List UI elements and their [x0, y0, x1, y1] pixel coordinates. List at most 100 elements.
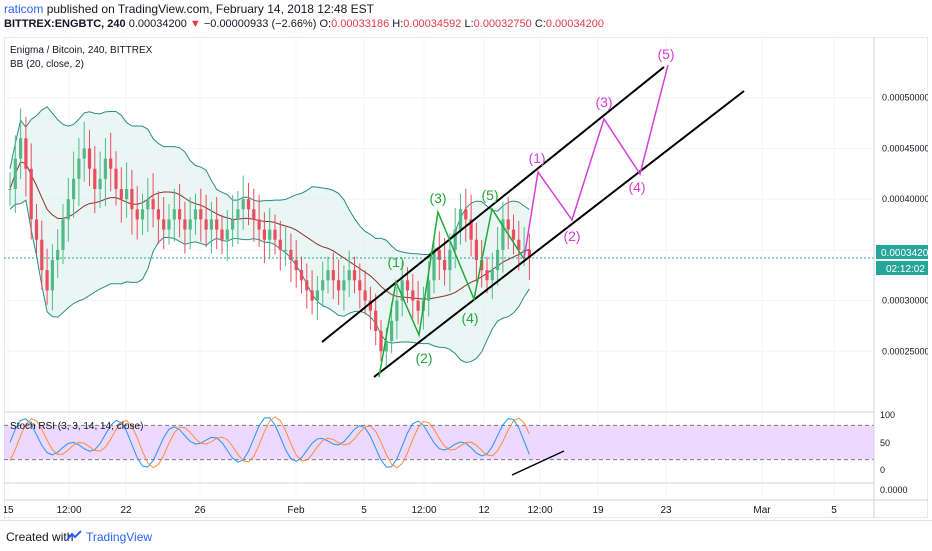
candle-body — [183, 219, 187, 230]
close-value: 0.00034200 — [545, 18, 604, 30]
price-tick: 0.00045000 — [882, 143, 928, 153]
candle-body — [66, 199, 70, 220]
green-wave-label: (2) — [415, 350, 432, 366]
candle-body — [305, 280, 309, 291]
candle-body — [257, 219, 261, 230]
candle-body — [405, 280, 410, 291]
candle-body — [119, 189, 123, 200]
green-wave-label: (4) — [461, 310, 478, 326]
candle-body — [427, 280, 431, 301]
candle-body — [294, 260, 298, 271]
open-value: 0.00033186 — [331, 18, 390, 30]
candle-body — [24, 138, 28, 169]
symbol-label: BITTREX:ENGBTC, 240 — [4, 18, 126, 30]
candle-body — [109, 158, 113, 169]
candle-body — [443, 260, 447, 271]
candle-body — [490, 270, 494, 281]
candle-body — [225, 229, 229, 240]
candle-body — [352, 270, 357, 281]
candle-body — [29, 168, 33, 220]
current-price-tag-text: 0.00034200 — [881, 248, 928, 259]
candle-body — [125, 189, 129, 200]
magenta-wave-label: (4) — [628, 179, 645, 195]
magenta-wave-label: (1) — [528, 150, 545, 166]
candle-body — [358, 280, 362, 291]
candle-body — [437, 249, 441, 260]
candle-body — [363, 290, 367, 301]
candle-body — [458, 209, 463, 230]
publish-info: published on TradingView.com, February 1… — [46, 2, 375, 16]
candle-body — [246, 199, 251, 210]
candle-body — [56, 249, 60, 260]
candle-body — [13, 158, 17, 189]
candle-body — [432, 249, 436, 281]
candle-body — [337, 280, 341, 291]
candle-body — [496, 249, 500, 271]
candle-body — [130, 189, 134, 210]
candle-body — [252, 209, 256, 220]
chart-svg[interactable]: (1) (2) (3) (4) (5) (1) (2) (3) (4) (5) 0.0002500… — [2, 36, 932, 519]
candle-body — [19, 138, 23, 159]
candle-body — [82, 148, 86, 159]
candle-body — [374, 310, 378, 331]
last-price: 0.00034200 — [128, 18, 187, 30]
channel-upper-line — [321, 66, 665, 343]
candle-body — [453, 229, 457, 250]
candle-body — [480, 260, 484, 271]
magenta-wave-path — [523, 64, 669, 260]
candle-body — [379, 331, 383, 352]
candle-body — [289, 249, 293, 260]
candle-body — [236, 209, 240, 220]
low-value: 0.00032750 — [473, 18, 532, 30]
time-tick: 19 — [592, 505, 604, 516]
time-tick: 5 — [361, 505, 367, 516]
tradingview-brand[interactable]: TradingView — [86, 530, 153, 544]
candle-body — [140, 209, 145, 220]
candle-body — [511, 229, 516, 240]
candle-body — [416, 300, 420, 311]
candle-body — [517, 239, 521, 250]
magenta-wave-label: (2) — [563, 228, 580, 244]
time-tick: Mar — [753, 505, 771, 516]
candle-body — [347, 270, 351, 281]
candle-body — [45, 270, 49, 291]
candle-body — [50, 260, 54, 291]
candle-body — [77, 158, 81, 179]
current-price-tag — [876, 245, 928, 259]
candle-body — [162, 219, 166, 230]
stoch-tick-0: 0 — [880, 465, 885, 475]
time-tick: 12:00 — [411, 505, 436, 516]
candle-body — [315, 290, 319, 301]
stoch-d-line — [9, 416, 530, 469]
candle-body — [199, 209, 203, 220]
candle-body — [231, 219, 235, 230]
time-tick: 23 — [660, 505, 672, 516]
price-tick: 0.00030000 — [882, 296, 928, 306]
candle-body — [299, 270, 304, 281]
time-tick: 5 — [831, 505, 837, 516]
stoch-legend: Stoch RSI (3, 3, 14, 14, close) — [10, 421, 143, 432]
candle-body — [34, 219, 39, 240]
candle-body — [87, 148, 92, 169]
time-tick: 22 — [120, 505, 132, 516]
stoch-tick-50: 50 — [880, 438, 890, 448]
candle-body — [395, 300, 399, 321]
candle-body — [114, 168, 118, 189]
candle-body — [178, 209, 182, 220]
candle-body — [326, 270, 330, 281]
candle-body — [241, 199, 245, 210]
chart-frame[interactable]: (1) (2) (3) (4) (5) (1) (2) (3) (4) (5) 0.0002500… — [2, 36, 932, 519]
time-tick: Feb — [287, 505, 305, 516]
candle-body — [448, 249, 452, 271]
candle-body — [411, 290, 415, 301]
publisher-user[interactable]: raticom — [4, 2, 44, 16]
price-tick: 0.00050000 — [882, 93, 928, 103]
ohlc-line: BITTREX:ENGBTC, 240 0.00034200 ▼ −0.0000… — [4, 18, 604, 30]
candle-body — [384, 341, 388, 352]
candle-body — [209, 219, 213, 230]
countdown-tag — [876, 261, 928, 275]
footer: Created with TradingView — [0, 520, 932, 551]
stoch-trendline — [511, 450, 565, 476]
candle-body — [278, 239, 282, 250]
countdown-tag-text: 02:12:02 — [886, 264, 925, 275]
